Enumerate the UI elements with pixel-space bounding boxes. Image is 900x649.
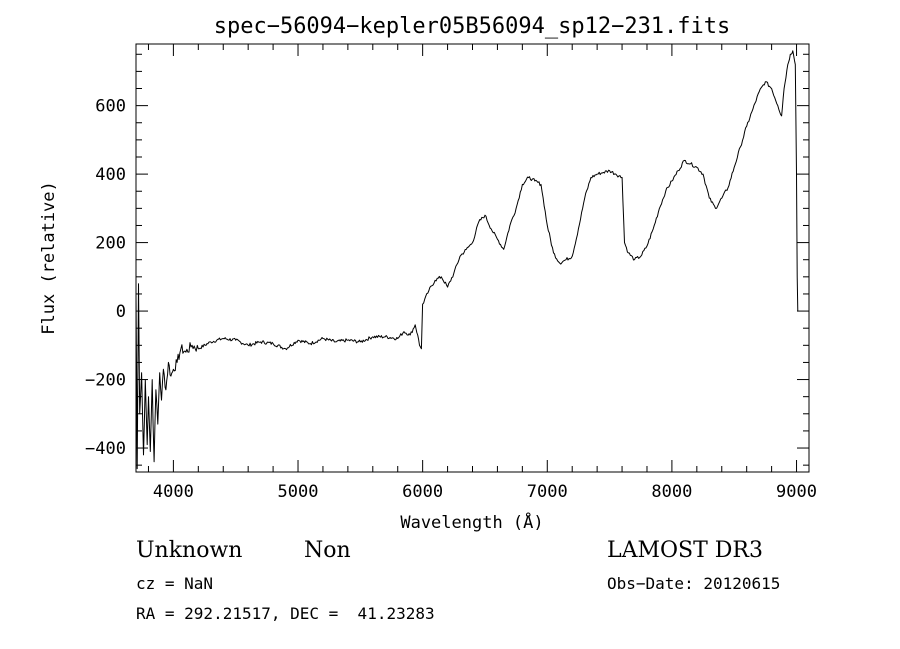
- y-axis-label: Flux (relative): [39, 181, 59, 335]
- class-label: Unknown: [136, 538, 243, 563]
- x-tick-label: 8000: [651, 482, 692, 502]
- x-tick-label: 9000: [776, 482, 817, 502]
- y-tick-labels: −400 −200 0 200 400 600: [85, 97, 126, 459]
- chart-title: spec−56094−kepler05B56094_sp12−231.fits: [214, 14, 731, 39]
- y-tick-label: −200: [85, 371, 126, 391]
- x-tick-labels: 4000 5000 6000 7000 8000 9000: [153, 482, 817, 502]
- spectrum-line: [135, 50, 799, 470]
- x-tick-label: 7000: [527, 482, 568, 502]
- y-tick-label: 400: [95, 165, 126, 185]
- coordinates: RA = 292.21517, DEC = 41.23283: [136, 604, 435, 623]
- x-tick-label: 4000: [153, 482, 194, 502]
- axis-ticks: [136, 44, 809, 472]
- y-tick-label: 200: [95, 234, 126, 254]
- y-tick-label: 600: [95, 97, 126, 117]
- y-tick-label: 0: [116, 302, 126, 322]
- x-tick-label: 6000: [402, 482, 443, 502]
- x-axis-label: Wavelength (Å): [400, 511, 543, 533]
- subclass-label: Non: [304, 538, 351, 563]
- plot-frame: [135, 43, 810, 473]
- obs-date: Obs−Date: 20120615: [607, 574, 781, 593]
- y-tick-label: −400: [85, 439, 126, 459]
- x-tick-label: 5000: [278, 482, 319, 502]
- survey-label: LAMOST DR3: [607, 538, 763, 563]
- cz-value: cz = NaN: [136, 574, 214, 593]
